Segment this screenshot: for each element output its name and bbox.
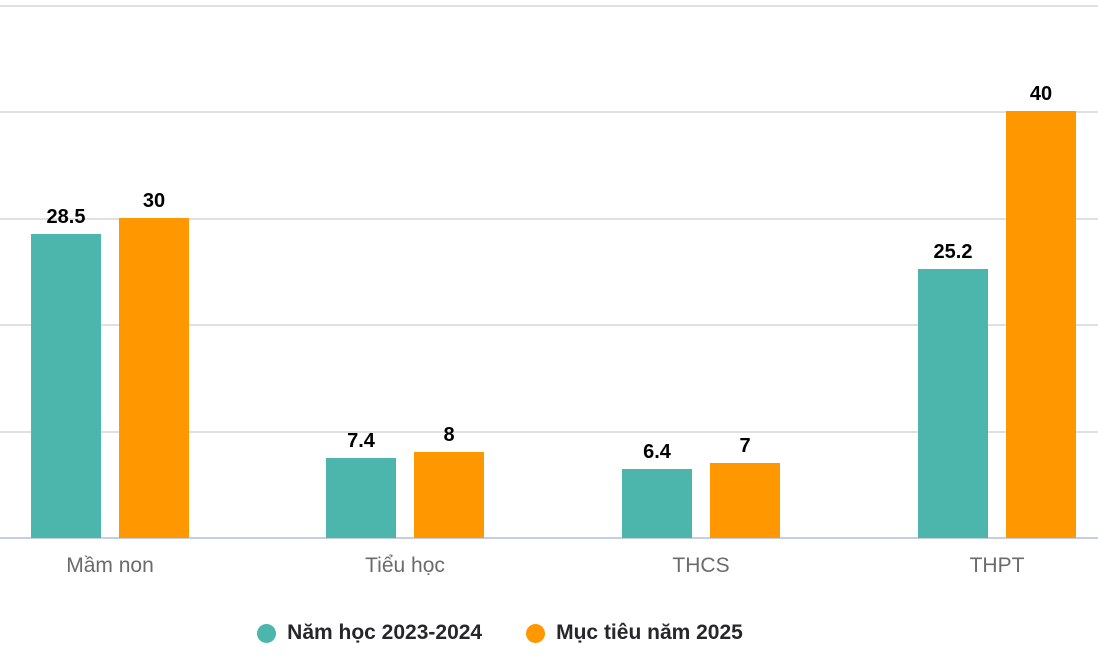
- value-label-THPT-series-2: 40: [1029, 83, 1053, 105]
- bar-series-2-Tiểu học[interactable]: [414, 452, 484, 538]
- legend-item-series-1[interactable]: Năm học 2023-2024: [257, 620, 482, 646]
- gridline-30: [0, 218, 1098, 220]
- legend-dot-teal-icon: [257, 623, 277, 643]
- value-label-Tiểu học-series-1: 7.4: [347, 430, 375, 452]
- legend-label: Năm học 2023-2024: [287, 621, 483, 644]
- bar-series-2-Mầm non[interactable]: [119, 218, 189, 538]
- gridline-40: [0, 111, 1098, 113]
- value-label-Tiểu học-series-2: 8: [443, 424, 455, 446]
- value-label-THPT-series-1: 25.2: [933, 241, 973, 263]
- value-label-THCS-series-2: 7: [739, 435, 751, 457]
- bar-series-2-THPT[interactable]: [1006, 111, 1076, 538]
- category-label-Mầm non: Mầm non: [66, 554, 154, 577]
- bar-series-1-THCS[interactable]: [622, 469, 692, 538]
- value-label-THCS-series-1: 6.4: [643, 441, 671, 463]
- legend-item-series-2[interactable]: Mục tiêu năm 2025: [526, 620, 743, 646]
- bar-series-2-THCS[interactable]: [710, 463, 780, 538]
- gridline-20: [0, 324, 1098, 326]
- category-label-THPT: THPT: [969, 554, 1025, 577]
- legend-dot-orange-icon: [526, 623, 546, 643]
- legend-label: Mục tiêu năm 2025: [556, 621, 743, 644]
- legend: Năm học 2023-2024 Mục tiêu năm 2025: [0, 620, 1049, 646]
- category-label-THCS: THCS: [672, 554, 730, 577]
- gridline-10: [0, 431, 1098, 433]
- value-label-Mầm non-series-1: 28.5: [46, 206, 86, 228]
- bar-series-1-Mầm non[interactable]: [31, 234, 101, 538]
- value-label-Mầm non-series-2: 30: [142, 190, 166, 212]
- category-label-Tiểu học: Tiểu học: [365, 554, 445, 577]
- x-axis-baseline: [0, 537, 1098, 539]
- bar-series-1-Tiểu học[interactable]: [326, 458, 396, 538]
- gridline-50: [0, 5, 1098, 7]
- bar-series-1-THPT[interactable]: [918, 269, 988, 538]
